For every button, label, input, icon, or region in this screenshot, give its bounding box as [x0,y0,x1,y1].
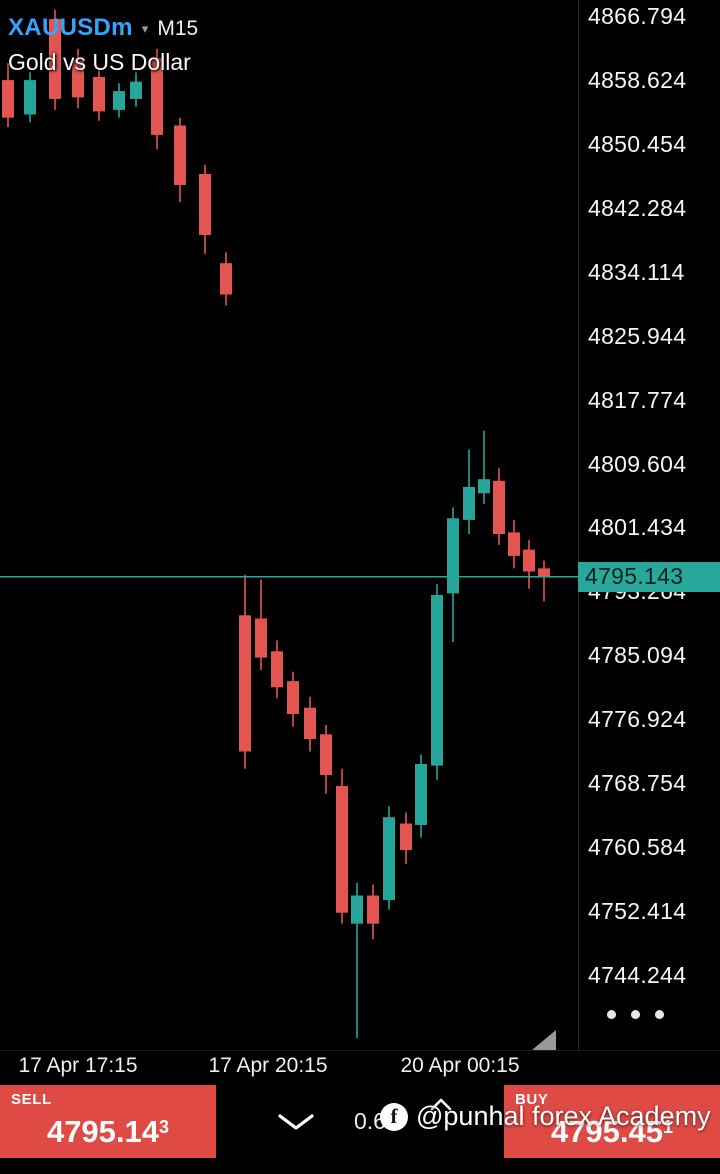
candlestick-chart[interactable] [0,0,578,1050]
chevron-down-icon[interactable]: ▾ [141,21,149,36]
chart-header: XAUUSDm ▾ M15 Gold vs US Dollar [8,14,198,76]
watermark: f @punhal forex Academy [380,1101,711,1132]
price-axis-label: 4825.944 [588,322,687,349]
price-axis-label: 4842.284 [588,194,687,221]
trade-panel-middle: 0.61 [216,1085,504,1158]
price-axis-label: 4817.774 [588,386,687,413]
price-axis-label: 4850.454 [588,130,687,157]
buy-price: 4795.451 [550,1114,674,1149]
price-axis-label: 4834.114 [588,258,685,285]
dot-icon [655,1010,664,1019]
sell-button[interactable]: SELL 4795.143 [0,1085,216,1158]
price-axis-label: 4801.434 [588,514,687,541]
chart-canvas[interactable] [0,0,578,1050]
time-axis[interactable]: 17 Apr 17:15 17 Apr 20:15 20 Apr 00:15 [0,1050,720,1085]
more-options-button[interactable] [607,1010,664,1019]
dot-icon [607,1010,616,1019]
trade-panel: SELL 4795.143 0.61 BUY 4795.451 [0,1085,720,1158]
price-axis-label: 4809.604 [588,450,687,477]
price-axis-label: 4760.584 [588,834,687,861]
watermark-text: @punhal forex Academy [416,1101,711,1131]
scroll-to-latest-button[interactable] [532,1030,556,1050]
price-axis-label: 4768.754 [588,770,687,797]
timeframe-selector[interactable]: M15 [157,17,199,40]
time-axis-label: 17 Apr 20:15 [208,1054,328,1077]
time-axis-label: 17 Apr 17:15 [18,1054,138,1077]
chevron-down-icon[interactable] [276,1113,316,1133]
symbol-selector[interactable]: XAUUSDm [8,14,133,41]
symbol-description: Gold vs US Dollar [8,49,191,75]
price-axis-label: 4866.794 [588,3,687,29]
buy-label: BUY [515,1091,549,1108]
sell-label: SELL [11,1091,52,1108]
current-price-tag: 4795.143 [578,561,720,592]
dot-icon [631,1010,640,1019]
sell-price: 4795.143 [46,1114,170,1149]
price-axis-label: 4858.624 [588,66,687,93]
chevron-up-icon [430,1098,452,1111]
price-axis-label: 4744.244 [588,961,687,988]
price-axis-label: 4785.094 [588,642,687,669]
price-axis-label: 4752.414 [588,898,687,925]
time-axis-label: 20 Apr 00:15 [400,1054,520,1077]
price-axis[interactable]: 4866.794 4858.624 4850.454 4842.284 4834.114… [578,0,720,1050]
price-axis-label: 4776.924 [588,706,687,733]
facebook-icon: f [380,1102,408,1131]
buy-button[interactable]: BUY 4795.451 [504,1085,720,1158]
